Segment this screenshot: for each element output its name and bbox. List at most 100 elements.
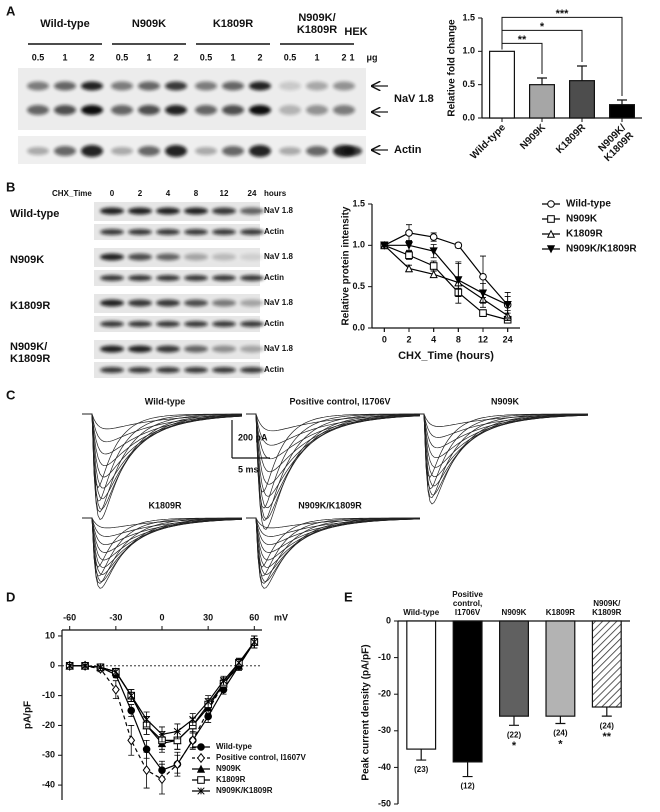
current-trace (246, 413, 420, 493)
blot-image (18, 68, 366, 130)
blot-band (249, 145, 271, 157)
current-trace (246, 413, 421, 473)
blot-band (195, 147, 217, 155)
blot-band (184, 345, 208, 353)
legend-label: N909K/K1809R (216, 786, 273, 795)
bar (591, 620, 622, 708)
current-trace (82, 413, 242, 489)
y-tick-label: 1.0 (462, 46, 475, 56)
n-label: (24) (600, 721, 615, 730)
lane-label: 1 (349, 52, 354, 62)
legend-label: Wild-type (216, 742, 252, 751)
blot-row-label-line: Wild-type (10, 208, 59, 220)
blot-band (27, 81, 49, 91)
x-tick-label: 60 (249, 612, 259, 622)
band-label: Actin (264, 365, 284, 374)
current-trace (246, 413, 421, 485)
blot-group-label-line: Wild-type (40, 18, 89, 30)
x-tick-label: 12 (478, 334, 488, 344)
panel-label: A (6, 3, 16, 18)
x-tick-label-line: Positive (452, 590, 483, 599)
blot-band (249, 105, 271, 115)
significance-label: * (540, 21, 545, 33)
current-trace (246, 413, 421, 497)
blot-band (156, 299, 180, 307)
current-trace (82, 413, 243, 489)
blot-band (184, 299, 208, 307)
lane-label: 1 (230, 52, 235, 62)
series-line (384, 244, 508, 321)
x-tick-label-line: I1706V (455, 608, 481, 617)
lane-label: 2 (341, 52, 346, 62)
blot-band (240, 229, 264, 235)
data-point (173, 759, 182, 770)
y-tick-label: -30 (42, 750, 55, 760)
current-trace (82, 413, 243, 500)
significance-label: * (512, 740, 517, 752)
blot-band (195, 81, 217, 91)
y-tick-label: -10 (378, 652, 391, 662)
blot-band (128, 345, 152, 353)
lane-label: 0.5 (32, 52, 45, 62)
blot-band (138, 146, 160, 156)
y-tick-label: -30 (378, 725, 391, 735)
blot-band (27, 105, 49, 115)
trace-title: Positive control, I1706V (289, 396, 390, 406)
error-bar (601, 707, 612, 717)
current-trace (414, 413, 588, 487)
data-point (96, 663, 105, 671)
y-tick-label: 0.0 (352, 322, 365, 332)
band-label: NaV 1.8 (264, 298, 293, 307)
panel-label: B (6, 179, 15, 194)
x-tick-label: 4 (431, 334, 436, 344)
bar (489, 50, 516, 119)
lane-label: 1 (314, 52, 319, 62)
y-tick-label: 0.0 (462, 112, 475, 122)
data-point (235, 659, 243, 667)
data-point (429, 233, 438, 241)
x-tick-label: N909K/K1809R (594, 122, 636, 164)
y-tick-label: -40 (42, 779, 55, 789)
blot-band (240, 275, 264, 281)
lane-label: 2 (89, 52, 94, 62)
blot-band (111, 147, 133, 155)
n-label: (24) (553, 729, 568, 738)
y-axis-title: Relative fold change (447, 19, 458, 117)
legend-label: N909K/K1809R (566, 244, 637, 255)
data-point (173, 727, 182, 736)
x-tick-label: Wild-type (403, 608, 439, 617)
x-tick-label: 0 (159, 612, 164, 622)
data-point (158, 730, 166, 739)
current-trace (246, 413, 421, 520)
blot-band (212, 367, 236, 373)
x-tick-label: 24 (503, 334, 513, 344)
blot-band (128, 253, 152, 261)
data-point (81, 662, 89, 670)
data-point (503, 301, 512, 310)
blot-row-label-line: K1809R (10, 300, 50, 312)
blot-band (249, 81, 271, 91)
x-tick-label: 30 (203, 612, 213, 622)
current-trace (246, 517, 420, 568)
blot-band (333, 81, 355, 91)
blot-band (184, 367, 208, 373)
data-point (66, 662, 74, 670)
legend-marker (547, 200, 555, 208)
blot-band (212, 345, 236, 353)
lane-label: 1 (146, 52, 151, 62)
blot-band (279, 81, 301, 91)
data-point (429, 269, 438, 279)
current-trace (414, 413, 588, 505)
blot-band (165, 81, 187, 91)
blot-band (184, 275, 208, 281)
blot-band (212, 321, 236, 327)
data-point (188, 735, 197, 746)
blot-row-label: K1809R (10, 300, 50, 312)
legend-label: K1809R (216, 775, 246, 784)
bar (406, 620, 437, 750)
blot-band (156, 253, 180, 261)
legend-marker (196, 764, 206, 773)
x-tick-label-line: control, (453, 599, 482, 608)
data-point (142, 745, 151, 754)
y-tick-label: 0 (386, 615, 391, 625)
